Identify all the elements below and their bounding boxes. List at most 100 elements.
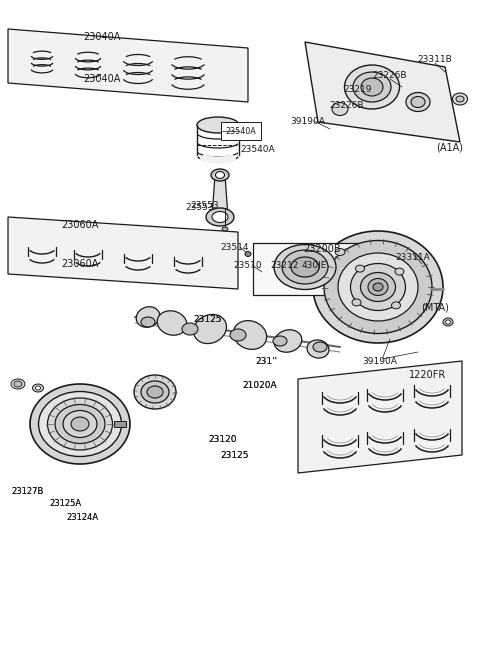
Ellipse shape [11, 379, 25, 389]
Text: 23514: 23514 [221, 242, 249, 252]
Ellipse shape [313, 231, 443, 343]
Ellipse shape [63, 411, 97, 438]
Text: 21020A: 21020A [243, 380, 277, 390]
Text: (MTA): (MTA) [421, 302, 449, 312]
Ellipse shape [273, 336, 287, 346]
Text: 23124A: 23124A [66, 512, 98, 522]
Ellipse shape [338, 253, 418, 321]
Ellipse shape [411, 97, 425, 108]
Ellipse shape [141, 381, 169, 403]
Text: 23540A: 23540A [240, 145, 276, 154]
Text: 23125: 23125 [194, 315, 222, 323]
Text: 23040A: 23040A [84, 74, 120, 84]
Ellipse shape [368, 279, 388, 296]
Text: 23200B: 23200B [303, 244, 341, 254]
Ellipse shape [453, 93, 468, 105]
Text: 39190A: 39190A [362, 357, 397, 365]
Ellipse shape [373, 283, 383, 291]
Ellipse shape [335, 248, 345, 256]
Ellipse shape [324, 240, 432, 334]
Ellipse shape [352, 299, 361, 306]
Ellipse shape [332, 102, 348, 116]
Ellipse shape [443, 318, 453, 326]
Ellipse shape [212, 212, 228, 223]
Ellipse shape [274, 330, 302, 352]
Ellipse shape [345, 65, 399, 109]
Bar [114, 421, 126, 427]
Ellipse shape [406, 93, 430, 112]
Ellipse shape [55, 405, 105, 443]
Ellipse shape [361, 78, 383, 96]
Text: 23125: 23125 [194, 315, 222, 323]
FancyBboxPatch shape [253, 243, 357, 295]
Text: 23553: 23553 [191, 200, 219, 210]
Text: 23125: 23125 [221, 451, 249, 459]
Ellipse shape [157, 311, 187, 335]
Ellipse shape [445, 320, 451, 324]
Text: 23212: 23212 [271, 260, 299, 269]
Ellipse shape [193, 315, 227, 344]
Text: 21020A: 21020A [243, 380, 277, 390]
Ellipse shape [230, 329, 246, 341]
Ellipse shape [206, 208, 234, 226]
Polygon shape [305, 42, 460, 142]
Text: 23127B: 23127B [12, 487, 44, 497]
Polygon shape [8, 29, 248, 102]
Ellipse shape [36, 386, 40, 390]
Ellipse shape [282, 250, 328, 284]
Ellipse shape [307, 340, 329, 358]
Ellipse shape [33, 384, 44, 392]
Polygon shape [8, 217, 238, 289]
Ellipse shape [136, 307, 160, 327]
FancyBboxPatch shape [221, 122, 261, 140]
Text: 23540A: 23540A [226, 127, 256, 135]
Ellipse shape [211, 169, 229, 181]
Ellipse shape [245, 252, 251, 256]
Text: 23125A: 23125A [49, 499, 81, 509]
Ellipse shape [14, 381, 22, 387]
Text: 23311A: 23311A [396, 252, 431, 261]
Ellipse shape [48, 398, 112, 450]
Text: 23226B: 23226B [330, 101, 364, 110]
Text: 23124A: 23124A [66, 512, 98, 522]
Ellipse shape [222, 227, 228, 231]
Polygon shape [298, 361, 462, 473]
Ellipse shape [353, 72, 391, 102]
Ellipse shape [360, 273, 396, 302]
Ellipse shape [274, 244, 336, 290]
Ellipse shape [147, 386, 163, 398]
Ellipse shape [233, 321, 267, 350]
Ellipse shape [197, 117, 239, 133]
Text: 231'': 231'' [255, 357, 277, 365]
Text: 23127B: 23127B [12, 487, 44, 497]
Text: (A1A): (A1A) [436, 142, 464, 152]
Ellipse shape [182, 323, 198, 335]
Text: 23060A: 23060A [61, 259, 99, 269]
Text: 23125A: 23125A [49, 499, 81, 509]
Ellipse shape [313, 342, 327, 352]
Ellipse shape [456, 96, 464, 102]
Ellipse shape [141, 317, 155, 327]
Text: 430JE: 430JE [301, 260, 327, 269]
Text: 39190A: 39190A [290, 118, 325, 127]
Ellipse shape [30, 384, 130, 464]
Text: 23510: 23510 [234, 260, 262, 269]
Ellipse shape [134, 375, 176, 409]
Text: 23311B: 23311B [418, 55, 452, 64]
Text: 231'': 231'' [255, 357, 277, 365]
Text: 23219: 23219 [344, 85, 372, 93]
Text: 23120: 23120 [209, 434, 237, 443]
Ellipse shape [356, 265, 364, 272]
Ellipse shape [291, 257, 319, 277]
Ellipse shape [216, 171, 225, 179]
Text: 23226B: 23226B [373, 70, 407, 79]
Text: 23120: 23120 [209, 434, 237, 443]
Polygon shape [212, 175, 228, 217]
Text: 23125: 23125 [221, 451, 249, 459]
Ellipse shape [392, 302, 400, 309]
Text: 1220FR: 1220FR [409, 370, 446, 380]
Ellipse shape [350, 263, 406, 311]
Text: 23553: 23553 [186, 202, 214, 212]
Text: 23040A: 23040A [84, 32, 120, 42]
Ellipse shape [71, 417, 89, 431]
